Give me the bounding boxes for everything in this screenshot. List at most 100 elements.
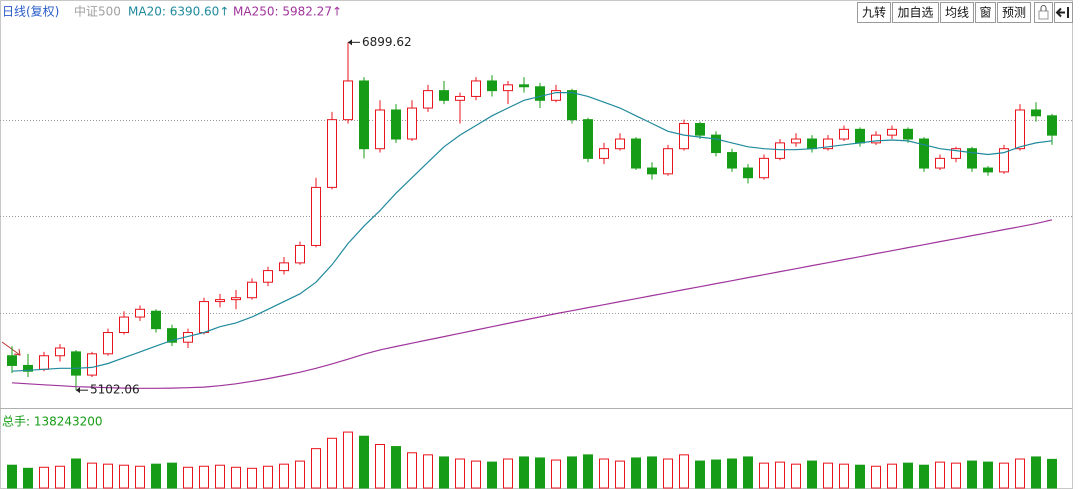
volume-bar <box>1031 456 1041 489</box>
volume-bar <box>551 459 561 489</box>
annotation-label: 5102.06 <box>90 383 140 397</box>
volume-bar <box>919 464 929 489</box>
volume-bar <box>439 456 449 489</box>
candle-body <box>855 128 865 144</box>
volume-bar <box>743 456 753 489</box>
candle-body <box>1015 109 1025 150</box>
toolbar-button-frame[interactable] <box>857 2 891 23</box>
volume-bar <box>311 448 321 489</box>
candle-body <box>871 134 881 144</box>
volume-bar <box>871 465 881 489</box>
volume-bar <box>535 457 545 489</box>
volume-bar <box>407 452 417 489</box>
lock-button[interactable] <box>1034 2 1053 23</box>
volume-bar <box>183 466 193 489</box>
volume-bar <box>263 465 273 489</box>
candle-body <box>135 308 145 318</box>
candle-body <box>439 90 449 101</box>
volume-bar <box>983 461 993 489</box>
volume-bar <box>615 460 625 489</box>
candle-body <box>279 262 289 272</box>
candle-body <box>359 80 369 150</box>
toolbar-button[interactable]: 窗 <box>975 2 996 23</box>
candle-body <box>759 157 769 179</box>
candle-body <box>151 310 161 330</box>
volume-bar <box>359 435 369 489</box>
candle-body <box>423 90 433 109</box>
candle-body <box>295 244 305 264</box>
volume-bar <box>119 464 129 489</box>
candle-body <box>951 148 961 159</box>
annotation-arrowhead <box>348 39 352 46</box>
volume-bar <box>775 461 785 489</box>
candle-body <box>7 355 17 366</box>
candle-body <box>551 90 561 101</box>
candle-body <box>615 138 625 150</box>
volume-bar <box>679 454 689 489</box>
volume-bar <box>855 464 865 489</box>
volume-bar <box>327 437 337 489</box>
volume-bar <box>423 454 433 489</box>
candle-body <box>311 186 321 246</box>
volume-label: 总手: 138243200 <box>2 415 103 429</box>
volume-bar <box>695 460 705 489</box>
toolbar-button[interactable]: 九转 <box>857 2 891 23</box>
volume-bar <box>503 458 513 489</box>
ma-line <box>11 219 1053 389</box>
exit-button[interactable] <box>1054 2 1073 23</box>
candle-body <box>375 109 385 150</box>
volume-bar <box>935 461 945 489</box>
candle-body <box>103 332 113 355</box>
volume-bar <box>55 465 65 489</box>
candle-body <box>647 167 657 175</box>
volume-bar <box>839 463 849 489</box>
toolbar-button-label: 九转 <box>862 5 886 20</box>
volume-bar <box>951 462 961 489</box>
volume-bar <box>631 457 641 489</box>
candle-body <box>71 351 81 376</box>
volume-bar <box>87 462 97 489</box>
volume-bar <box>295 460 305 489</box>
candle-body <box>167 328 177 343</box>
toolbar-button-frame[interactable] <box>997 2 1031 23</box>
candle-body <box>743 167 753 179</box>
volume-bar <box>279 463 289 489</box>
toolbar-button-frame[interactable] <box>892 2 939 23</box>
toolbar-button[interactable]: 预测 <box>997 2 1031 23</box>
volume-bar <box>135 465 145 489</box>
toolbar-button-label: 预测 <box>1002 6 1026 20</box>
volume-bar <box>567 456 577 489</box>
candle-body <box>599 148 609 159</box>
toolbar-button-frame[interactable] <box>975 2 996 23</box>
volume-bar <box>7 464 17 489</box>
candle-body <box>231 297 241 301</box>
candle-body <box>407 107 417 140</box>
candle-body <box>967 148 977 169</box>
candle-body <box>679 123 689 150</box>
volume-bar <box>103 463 113 489</box>
toolbar-button-frame[interactable] <box>940 2 974 23</box>
toolbar-button[interactable]: 加自选 <box>892 2 939 23</box>
volume-bar <box>215 464 225 489</box>
volume-bar <box>167 462 177 489</box>
candle-body <box>471 80 481 97</box>
volume-bar <box>791 463 801 489</box>
candle-body <box>807 138 817 150</box>
candle-body <box>791 138 801 144</box>
candle-body <box>823 138 833 150</box>
candle-body <box>455 95 465 101</box>
volume-bar <box>807 460 817 489</box>
volume-bar <box>471 460 481 489</box>
toolbar-button[interactable]: 均线 <box>940 2 974 23</box>
volume-bar <box>823 462 833 489</box>
toolbar-button-label: 窗 <box>979 6 991 20</box>
candle-body <box>327 119 337 188</box>
candle-body <box>535 86 545 101</box>
candle-body <box>903 128 913 140</box>
volume-bar <box>487 461 497 489</box>
chart-title: 日线(复权) <box>2 5 59 19</box>
annotation-label: 6899.62 <box>362 35 412 49</box>
volume-bar <box>375 444 385 489</box>
annotation-arrowhead <box>76 387 80 394</box>
candle-body <box>695 123 705 136</box>
